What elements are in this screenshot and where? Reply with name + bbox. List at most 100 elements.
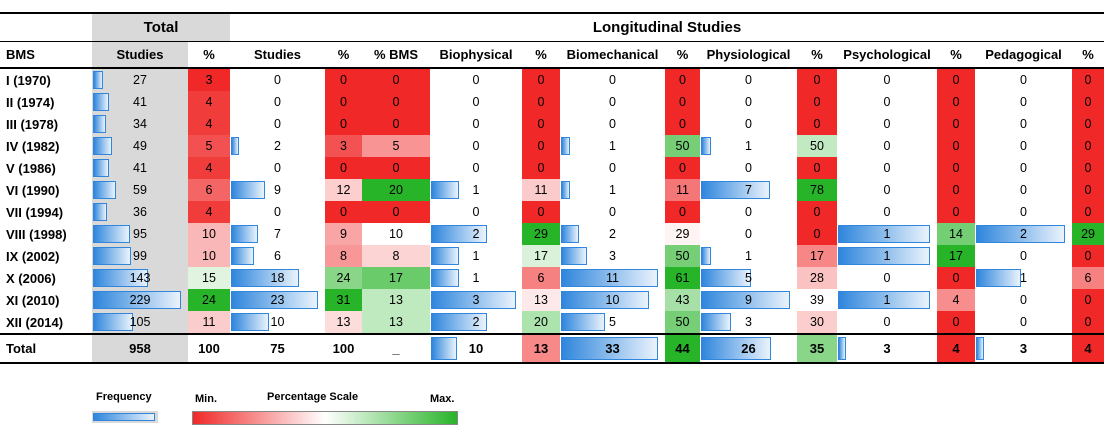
cell-text: 0 [883, 161, 891, 175]
cell: 1 [430, 267, 522, 289]
data-bar [701, 247, 711, 265]
cell-text: 6 [1084, 271, 1092, 285]
cell-text: 6 [274, 249, 281, 263]
cell: 0 [937, 68, 975, 91]
cell: 3 [325, 135, 362, 157]
cell: 0 [837, 267, 937, 289]
cell: 8 [325, 245, 362, 267]
column-label: Physiological [700, 41, 797, 69]
cell-text: 0 [952, 117, 960, 131]
cell: V (1986) [0, 157, 92, 179]
cell-text: 4 [952, 341, 960, 356]
data-row: I (1970) 27 3 0 0 0 0 0 0 0 0 0 0 0 0 0 [0, 68, 1104, 91]
cell: 11 [665, 179, 700, 201]
cell-text: 0 [679, 117, 686, 131]
cell-text: 0 [1020, 117, 1027, 131]
cell-text: II (1974) [6, 94, 55, 110]
cell: 0 [975, 68, 1072, 91]
cell-text: 0 [745, 227, 752, 241]
cell: 0 [665, 201, 700, 223]
data-bar [231, 137, 239, 155]
cell: 44 [665, 333, 700, 364]
cell-text: 0 [1020, 139, 1027, 153]
cell: 1 [560, 135, 665, 157]
cell: IV (1982) [0, 135, 92, 157]
cell: 10 [430, 333, 522, 364]
legend-frequency: Frequency [96, 391, 152, 403]
cell-text: 50 [675, 315, 690, 329]
data-bar [976, 337, 985, 360]
data-bar [838, 225, 930, 243]
cell-text: 0 [392, 73, 400, 87]
cell-text: 44 [675, 341, 690, 356]
cell: 0 [975, 289, 1072, 311]
cell: 8 [362, 245, 430, 267]
cell: 0 [230, 157, 325, 179]
cell-text: XII (2014) [6, 314, 64, 330]
cell: 17 [797, 245, 837, 267]
cell: 2 [560, 223, 665, 245]
cell: 1 [837, 245, 937, 267]
cell-text: 18 [270, 271, 285, 285]
cell: 39 [797, 289, 837, 311]
cell-text: 0 [813, 95, 821, 109]
column-label: % BMS [362, 41, 430, 69]
cell-text: 0 [952, 315, 960, 329]
cell: 10 [188, 245, 230, 267]
data-bar [93, 93, 109, 111]
data-bar [561, 291, 649, 309]
cell-text: 0 [679, 161, 686, 175]
cell: 0 [975, 201, 1072, 223]
cell-text: 0 [537, 95, 545, 109]
cell-text: 0 [609, 95, 616, 109]
cell-text: 0 [1020, 183, 1027, 197]
cell-text: 2 [1020, 227, 1027, 241]
cell-text: 35 [809, 341, 825, 356]
cell-text: IX (2002) [6, 248, 60, 264]
cell: 0 [837, 91, 937, 113]
cell: 10 [362, 223, 430, 245]
cell: 2 [430, 311, 522, 334]
cell: 1 [430, 245, 522, 267]
cell-text: 4 [205, 205, 213, 219]
cell: 4 [188, 201, 230, 223]
cell-text: 0 [1020, 315, 1027, 329]
cell: 11 [560, 267, 665, 289]
cell-text: 0 [1084, 183, 1092, 197]
cell: 9 [700, 289, 797, 311]
data-bar [431, 269, 460, 287]
cell: 7 [230, 223, 325, 245]
cell-text: 0 [952, 161, 960, 175]
data-bar [701, 313, 731, 331]
cell-text: 11 [676, 183, 689, 197]
cell: 0 [937, 201, 975, 223]
cell-text: 5 [609, 315, 616, 329]
cell: 0 [1072, 289, 1104, 311]
cell: 0 [430, 91, 522, 113]
cell-text: 1 [1020, 271, 1027, 285]
column-label: Pedagogical [975, 41, 1072, 69]
data-bar [561, 337, 658, 360]
cell-text: 0 [883, 205, 891, 219]
cell-text: V (1986) [6, 160, 56, 176]
cell-text: 13 [533, 341, 549, 356]
cell-text: 0 [274, 205, 281, 219]
cell-text: 0 [274, 73, 281, 87]
cell-text: 15 [202, 271, 216, 285]
data-bar [93, 115, 107, 133]
cell-text: 29 [534, 227, 548, 241]
cell: 24 [188, 289, 230, 311]
data-bar [231, 313, 269, 331]
cell: 12 [325, 179, 362, 201]
cell: 3 [975, 333, 1072, 364]
cell-text: 0 [340, 205, 347, 219]
cell: 24 [325, 267, 362, 289]
cell-text: 0 [952, 205, 960, 219]
cell-text: 1 [745, 249, 752, 263]
cell-text: 33 [605, 341, 620, 356]
cell-text: 0 [472, 117, 480, 131]
cell: Total [0, 333, 92, 364]
cell: 7 [700, 179, 797, 201]
cell: 3 [430, 289, 522, 311]
